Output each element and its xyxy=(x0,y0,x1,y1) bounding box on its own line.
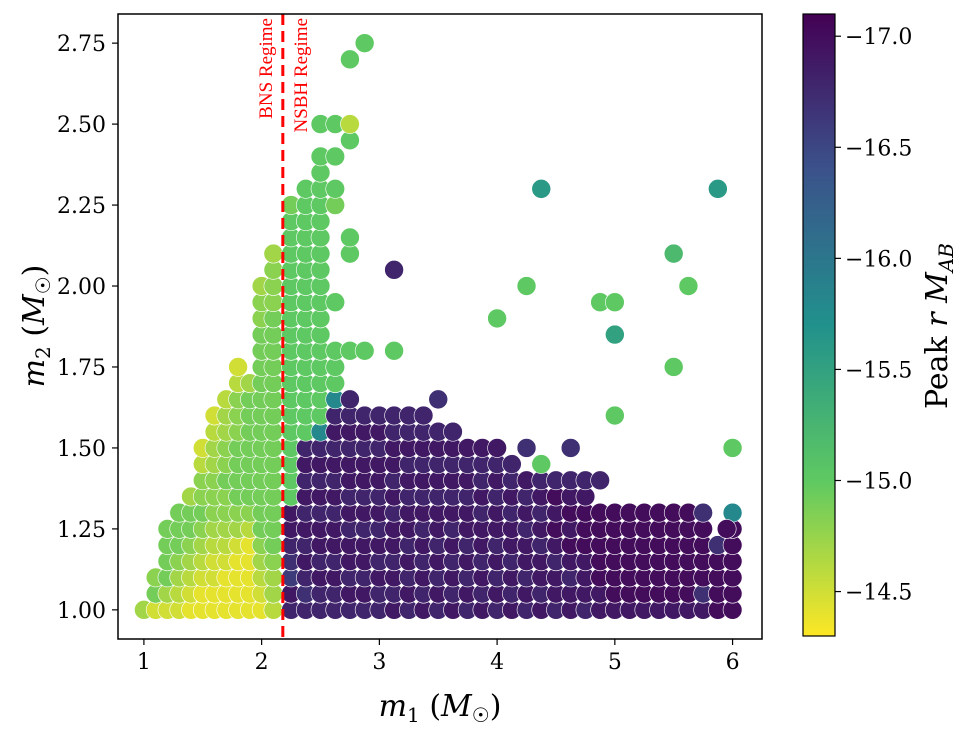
colorbar-tick-label: −15.5 xyxy=(845,358,912,383)
scatter-point xyxy=(516,438,537,458)
scatter-point xyxy=(531,179,552,199)
x-tick-label: 1 xyxy=(137,650,151,675)
scatter-point xyxy=(722,438,743,458)
scatter-point xyxy=(384,340,404,361)
x-tick-label: 3 xyxy=(372,650,386,675)
colorbar-tick-label: −16.5 xyxy=(845,136,912,161)
scatter-point xyxy=(443,421,463,442)
scatter-point xyxy=(340,114,360,134)
scatter-point xyxy=(428,389,449,410)
x-tick-label: 4 xyxy=(490,650,504,675)
scatter-point xyxy=(413,405,434,426)
scatter-point xyxy=(340,389,360,410)
scatter-point xyxy=(560,438,581,458)
scatter-point xyxy=(340,49,360,70)
y-tick-label: 1.75 xyxy=(57,356,106,381)
scatter-point xyxy=(516,276,537,296)
scatter-point xyxy=(663,357,684,377)
scatter-point xyxy=(678,276,699,296)
scatter-point xyxy=(487,308,507,329)
scatter-point xyxy=(354,33,375,53)
colorbar-tick-label: −17.0 xyxy=(845,25,912,50)
scatter-point xyxy=(605,324,625,345)
points-layer xyxy=(134,33,743,620)
scatter-point xyxy=(693,502,713,523)
plot-frame xyxy=(117,13,763,640)
x-axis-label: m1 (M☉) xyxy=(379,689,502,727)
x-tick-label: 2 xyxy=(255,650,269,675)
scatter-point xyxy=(340,227,360,248)
nsbh-regime-label: NSBH Regime xyxy=(291,18,312,133)
colorbar-tick-label: −14.5 xyxy=(845,581,912,606)
colorbar-tick-label: −16.0 xyxy=(845,247,912,272)
scatter-point xyxy=(325,146,346,167)
scatter-point xyxy=(384,260,404,280)
y-axis: 1.00 1.25 1.50 1.75 2.00 2.25 2.50 2.75 xyxy=(57,32,118,624)
scatter-point xyxy=(325,292,346,313)
colorbar-ticks: −17.0 −16.5 −16.0 −15.5 −15.0 −14.5 xyxy=(835,25,912,606)
scatter-point xyxy=(531,454,552,474)
y-tick-label: 1.00 xyxy=(57,599,106,624)
colorbar-label: Peak r MAB xyxy=(920,243,958,409)
y-tick-label: 2.50 xyxy=(57,113,106,138)
colorbar-tick-label: −15.0 xyxy=(845,470,912,495)
x-tick-label: 5 xyxy=(608,650,622,675)
scatter-point xyxy=(354,340,375,361)
scatter-point xyxy=(663,243,684,264)
y-tick-label: 2.00 xyxy=(57,275,106,300)
scatter-point xyxy=(228,357,248,377)
y-tick-label: 2.25 xyxy=(57,194,106,219)
scatter-point xyxy=(605,405,625,426)
scatter-point xyxy=(487,438,507,458)
bns-regime-label: BNS Regime xyxy=(256,18,277,119)
y-tick-label: 2.75 xyxy=(57,32,106,57)
x-axis: 1 2 3 4 5 6 xyxy=(137,639,740,675)
scatter-point xyxy=(605,292,625,313)
scatter-point xyxy=(325,179,346,199)
y-tick-label: 1.50 xyxy=(57,437,106,462)
y-tick-label: 1.25 xyxy=(57,518,106,543)
scatter-point xyxy=(590,470,610,491)
colorbar xyxy=(802,13,836,637)
y-axis-label: m2 (M☉) xyxy=(17,265,55,388)
x-tick-label: 6 xyxy=(726,650,740,675)
scatter-point xyxy=(502,454,522,474)
scatter-point xyxy=(716,519,737,539)
scatter-point xyxy=(263,243,284,264)
scatter-point xyxy=(708,179,728,199)
